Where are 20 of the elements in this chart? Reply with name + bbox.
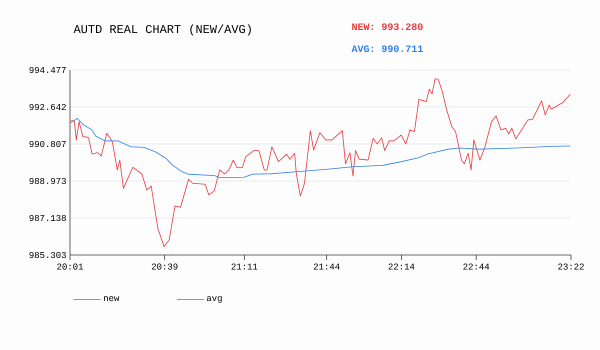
y-tick-label: 994.477 <box>29 66 66 74</box>
y-tick-label: 987.138 <box>29 214 66 222</box>
x-tick-label: 20:39 <box>152 264 178 270</box>
y-tick-label: 985.303 <box>29 252 66 258</box>
x-tick-label: 23:22 <box>558 264 584 270</box>
line-series <box>70 78 571 247</box>
legend-label: avg <box>206 296 222 303</box>
legend-label: new <box>104 296 120 302</box>
y-tick-label: 990.807 <box>29 140 66 148</box>
x-tick-label: 22:14 <box>388 264 414 270</box>
text: AVG: 990.711 <box>352 45 423 52</box>
chart-title: AUTD REAL CHART (NEW/AVG) <box>74 24 251 36</box>
line-series <box>70 118 571 178</box>
text: NEW: 993.280 <box>352 23 423 30</box>
y-tick-label: 988.973 <box>29 178 66 184</box>
x-tick-label: 20:01 <box>57 264 84 270</box>
x-tick-label: 21:11 <box>232 264 258 270</box>
x-tick-label: 22:44 <box>463 264 490 270</box>
y-tick-label: 992.642 <box>29 104 66 110</box>
x-tick-label: 21:44 <box>314 264 340 270</box>
